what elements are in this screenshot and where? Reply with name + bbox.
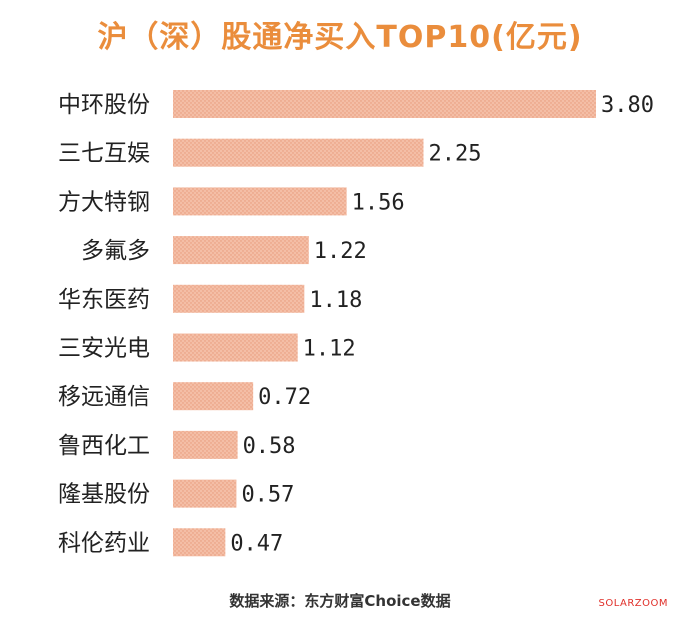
category-label: 移远通信: [58, 384, 150, 410]
value-label: 1.56: [352, 190, 405, 215]
value-label: 0.58: [243, 434, 296, 459]
value-labels: 3.80 2.25 1.56 1.22 1.18 1.12 0.72 0.58 0.57 0.47: [230, 93, 654, 556]
value-label: 2.25: [428, 142, 481, 167]
category-label: 华东医药: [58, 287, 150, 313]
category-label: 方大特钢: [58, 189, 150, 215]
bar: [173, 528, 226, 557]
value-label: 3.80: [601, 93, 654, 118]
value-label: 1.18: [309, 288, 362, 313]
category-label: 中环股份: [58, 92, 150, 118]
data-source-note: 数据来源：东方财富Choice数据: [229, 592, 451, 610]
value-label: 0.57: [241, 483, 294, 508]
value-label: 0.72: [258, 385, 311, 410]
category-label: 鲁西化工: [58, 433, 150, 459]
value-label: 1.22: [314, 239, 367, 264]
category-label: 科伦药业: [58, 530, 150, 556]
category-label: 三安光电: [58, 336, 150, 362]
category-label: 三七互娱: [58, 141, 150, 167]
bars: [173, 90, 596, 557]
bar: [173, 333, 298, 362]
bar: [173, 284, 305, 313]
bar: [173, 382, 254, 411]
category-label: 多氟多: [81, 238, 150, 264]
bar: [173, 187, 347, 216]
chart-title: 沪（深）股通净买入TOP10(亿元): [97, 20, 583, 55]
bar: [173, 90, 596, 118]
bar: [173, 236, 309, 265]
watermark: SOLARZOOM: [598, 598, 668, 609]
value-label: 0.47: [230, 531, 283, 556]
bar: [173, 479, 237, 508]
category-label: 隆基股份: [58, 482, 150, 508]
bar: [173, 138, 424, 167]
bar: [173, 430, 238, 459]
value-label: 1.12: [303, 337, 356, 362]
